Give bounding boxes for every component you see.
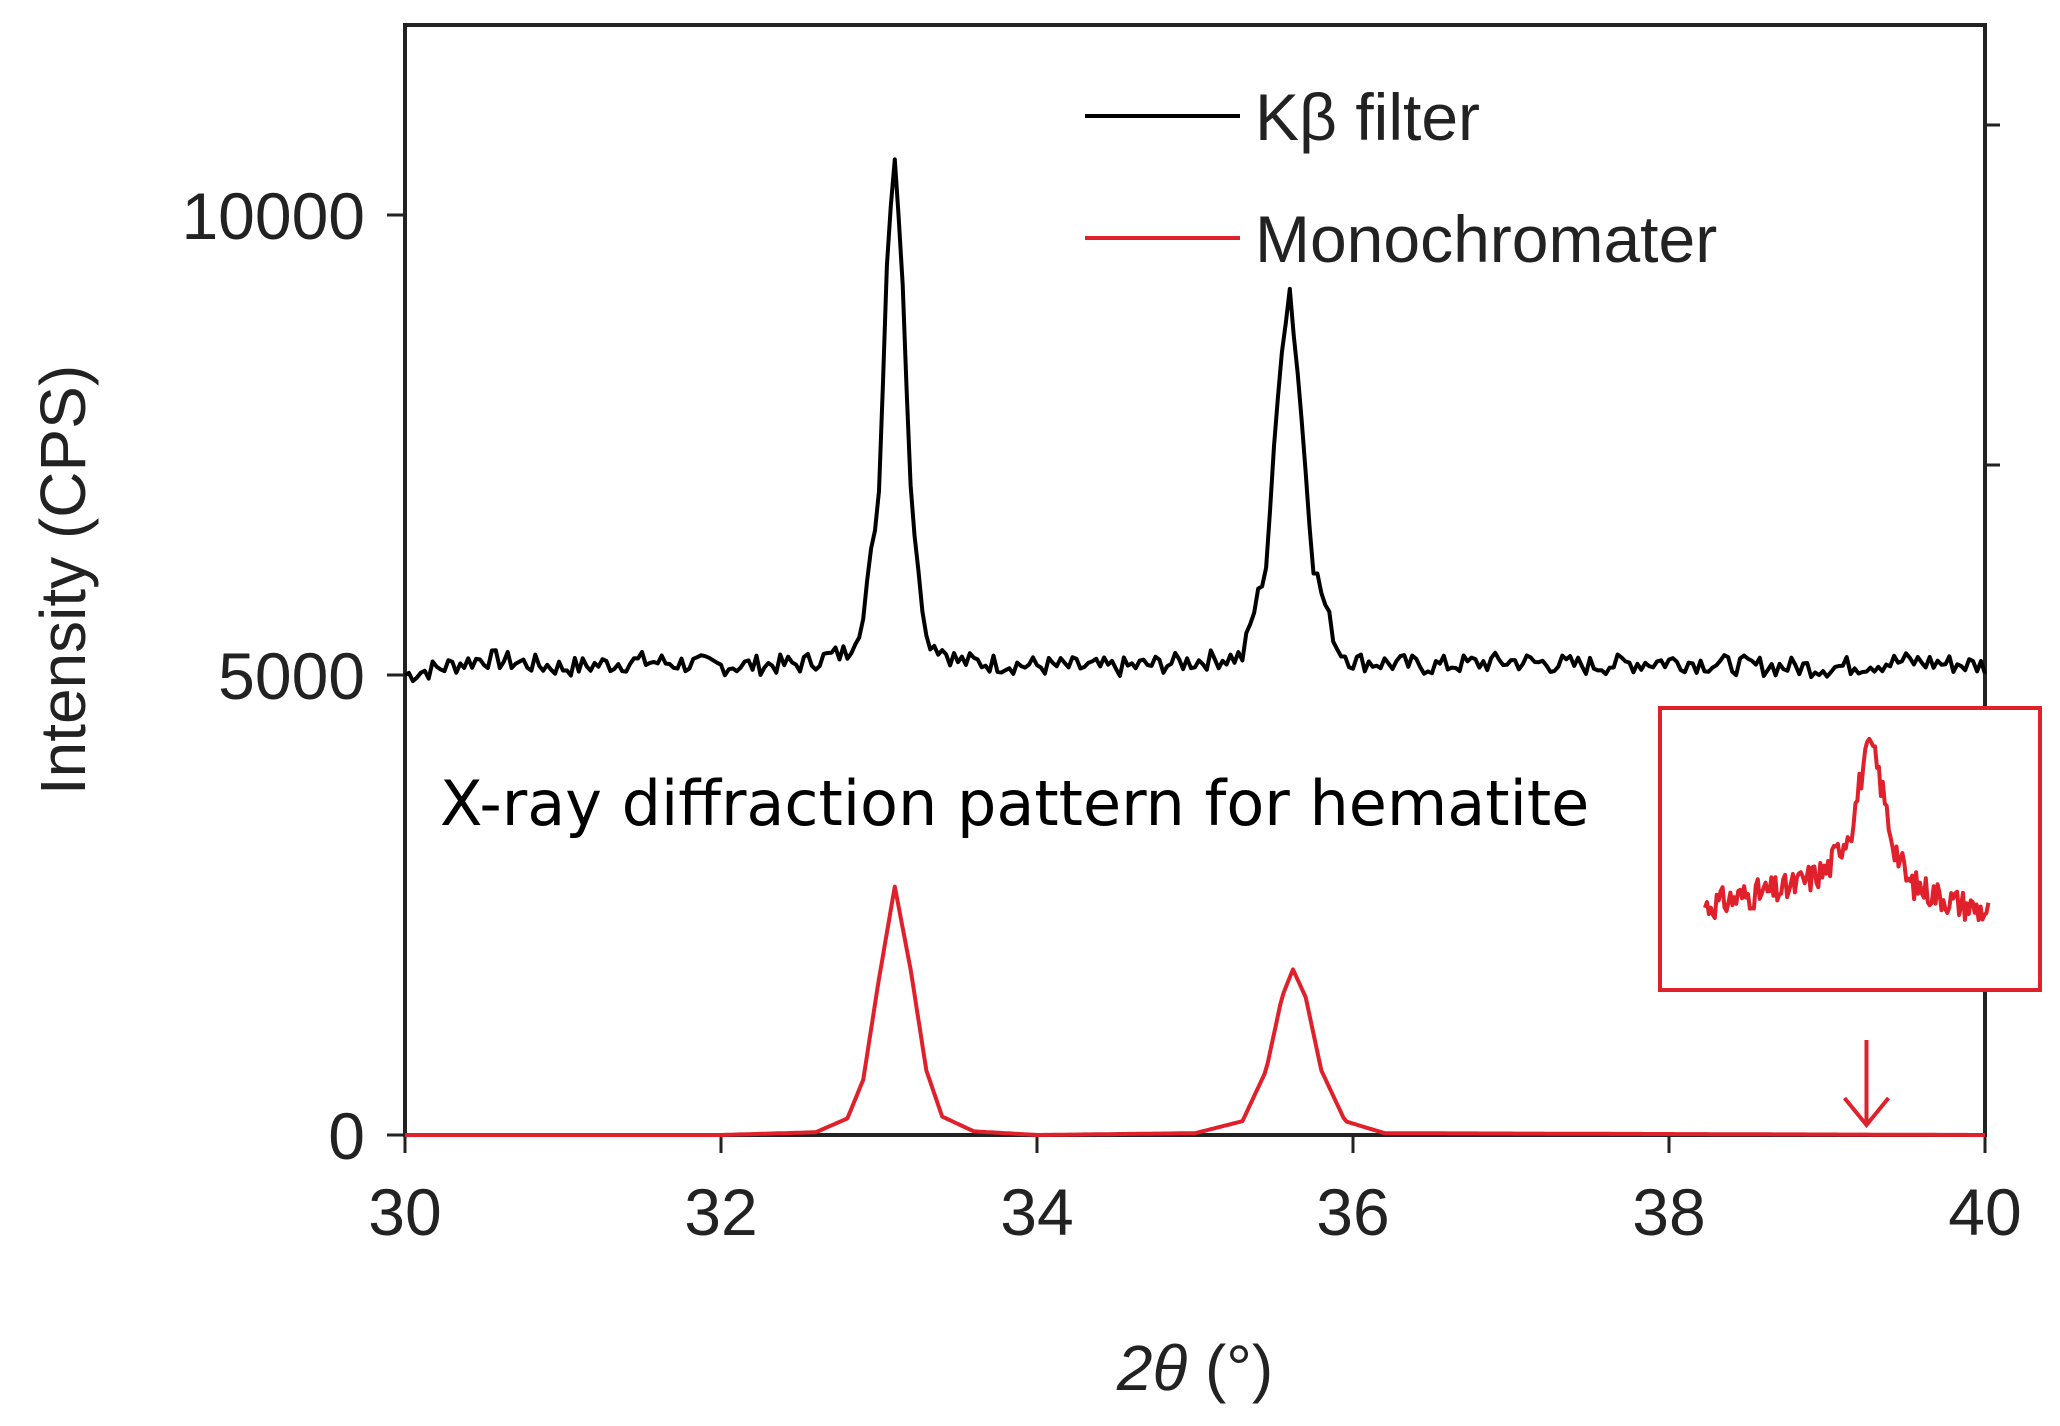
x-tick-label: 36 [1316,1175,1389,1249]
series-line-monochromater [405,884,1985,1137]
legend-label-monochromater: Monochromater [1255,202,1717,276]
legend-label-kbeta-filter: Kβ filter [1255,80,1480,154]
x-tick-label: 32 [684,1175,757,1249]
x-axis-title-variable: 2θ [1116,1332,1188,1404]
y-tick-label: 5000 [218,639,365,713]
arrow-head [1842,1096,1891,1129]
x-tick-label: 38 [1632,1175,1705,1249]
inset-series-line [1703,736,1991,922]
x-tick-label: 30 [368,1175,441,1249]
y-tick-label: 10000 [181,179,365,253]
y-tick-label: 0 [328,1099,365,1173]
y-axis-ticks: 0 5000 10000 [181,179,405,1173]
x-axis-title-unit: (°) [1187,1332,1273,1404]
x-tick-label: 34 [1000,1175,1073,1249]
inset-box [1658,706,2042,992]
y-axis-title: Intensity (CPS) [27,365,99,795]
chart-annotation: X-ray diffraction pattern for hematite [440,767,1589,840]
series-line-kbeta-filter [403,157,1987,684]
legend: Kβ filter Monochromater [1085,80,1717,276]
x-tick-label: 40 [1948,1175,2021,1249]
x-axis-ticks: 30 32 34 36 38 40 [368,1135,2022,1249]
arrow-icon [1842,1040,1891,1129]
x-axis-title: 2θ (°) [1116,1332,1273,1404]
